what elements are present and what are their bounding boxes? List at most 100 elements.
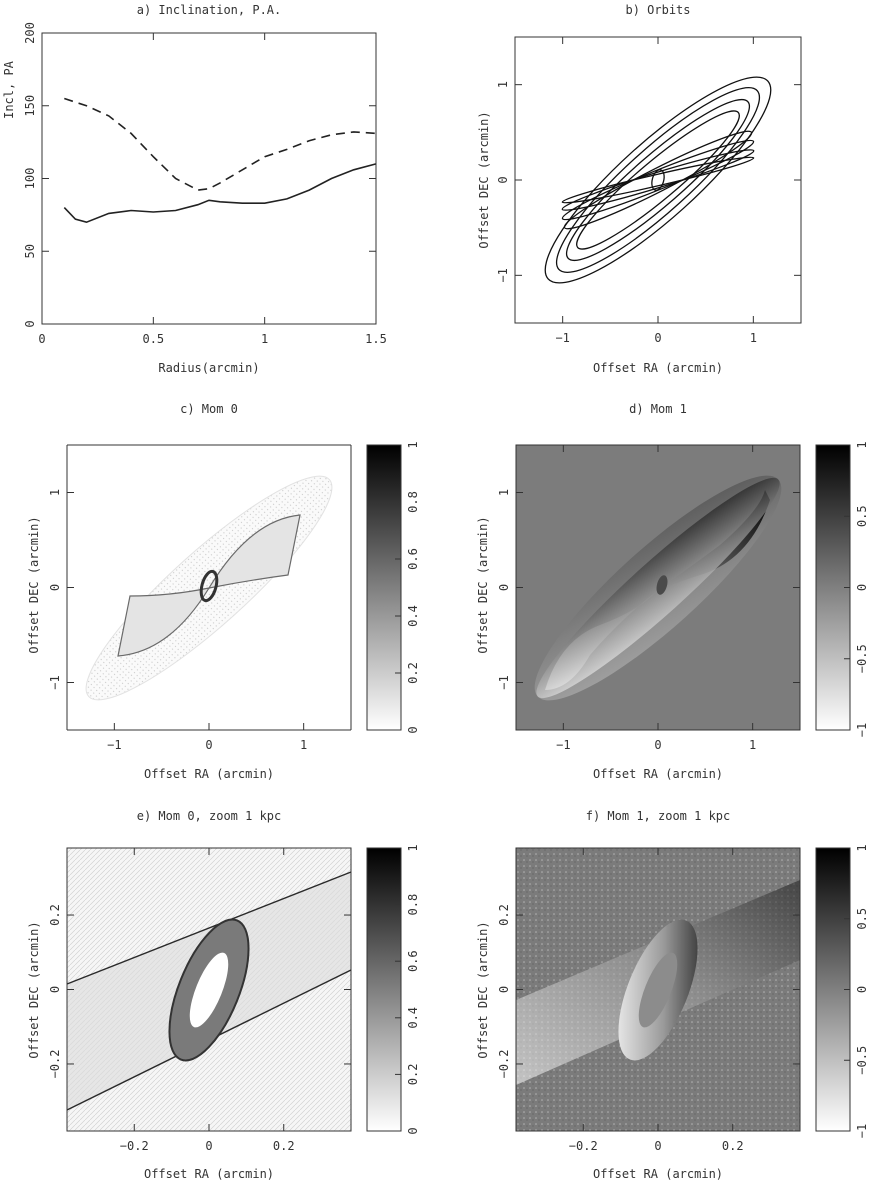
panel-d-ytick-label: −1 xyxy=(497,675,511,689)
panel-c-colorbar-ticks: 0 0.2 0.4 0.6 0.8 1 xyxy=(395,441,420,734)
panel-a-xtick-label: 0 xyxy=(38,332,45,346)
panel-d-ytick-label: 0 xyxy=(497,584,511,591)
panel-d-xtick-label: 1 xyxy=(749,738,756,752)
panel-b-ticks: −1 0 1 −1 0 1 xyxy=(496,37,801,345)
panel-f-colorbar-ticks: −1 −0.5 0 0.5 1 xyxy=(844,844,869,1138)
panel-f-ytick-label: 0.2 xyxy=(497,904,511,926)
panel-e-ylabel: Offset DEC (arcmin) xyxy=(27,921,41,1058)
panel-a-frame xyxy=(41,32,377,325)
panel-b-orbit xyxy=(555,87,761,273)
panel-e-ticks: −0.2 0 0.2 −0.2 0 0.2 xyxy=(48,848,351,1153)
panel-b-ytick-label: 1 xyxy=(496,81,510,88)
panel-c-colorbar xyxy=(366,444,402,731)
panel-a-plot xyxy=(63,97,377,224)
panel-a-xlabel: Radius(arcmin) xyxy=(158,361,259,375)
panel-c-ylabel: Offset DEC (arcmin) xyxy=(27,516,41,653)
panel-a-ytick-label: 150 xyxy=(23,95,37,117)
panel-e-xtick-label: 0 xyxy=(205,1139,212,1153)
panel-e-ytick-label: −0.2 xyxy=(48,1050,62,1079)
panel-b-orbit xyxy=(565,98,751,262)
panel-a-ytick-label: 0 xyxy=(23,320,37,327)
panel-e-colorbar-tick-label: 0.2 xyxy=(406,1064,420,1086)
panel-f-ylabel: Offset DEC (arcmin) xyxy=(476,921,490,1058)
panel-f-colorbar-tick-label: 0 xyxy=(855,986,869,993)
panel-c-colorbar-tick-label: 0 xyxy=(406,726,420,733)
panel-e-colorbar-tick-label: 0.8 xyxy=(406,894,420,916)
panel-c-title: c) Mom 0 xyxy=(180,402,238,416)
panel-a-series-dashed xyxy=(64,97,377,191)
panel-d-xlabel: Offset RA (arcmin) xyxy=(593,767,723,781)
panel-b-orbit xyxy=(561,139,755,221)
panel-f-ring-hole xyxy=(638,952,678,1028)
panel-d-title: d) Mom 1 xyxy=(629,402,687,416)
panel-c-colorbar-tick-label: 0.2 xyxy=(406,662,420,684)
panel-d-map xyxy=(534,475,782,701)
panel-b-plot xyxy=(544,76,772,284)
panel-c-map xyxy=(85,475,333,701)
panel-d-colorbar-ticks: −1 −0.5 0 0.5 1 xyxy=(844,441,869,737)
panel-c-ticks: −1 0 1 −1 0 1 xyxy=(48,445,352,752)
panel-d-colorbar-tick-label: −1 xyxy=(855,723,869,737)
panel-e-bar-edge-upper xyxy=(66,871,352,985)
panel-c: c) Mom 0 −1 0 1 −1 0 1 0 0.2 0.4 0.6 0.8 1 Offset … xyxy=(27,402,420,781)
panel-a-xtick-label: 1 xyxy=(261,332,268,346)
panel-d-ticks: −1 0 1 −1 0 1 xyxy=(497,445,800,752)
panel-e-ring-hole xyxy=(189,952,229,1028)
panel-b-xtick-label: 0 xyxy=(654,331,661,345)
panel-e-map xyxy=(66,871,352,1111)
panel-b-ylabel: Offset DEC (arcmin) xyxy=(477,111,491,248)
panel-b-orbit xyxy=(651,169,665,191)
panel-b: b) Orbits −1 0 1 −1 0 1 Offset RA (arcmin) Of… xyxy=(477,3,802,375)
panel-f-ticks: −0.2 0 0.2 −0.2 0 0.2 xyxy=(497,848,800,1153)
panel-c-colorbar-tick-label: 0.4 xyxy=(406,605,420,627)
panel-c-colorbar-tick-label: 0.8 xyxy=(406,491,420,513)
panel-a-ticks: 0 0.5 1 1.5 0 50 100 150 200 xyxy=(23,22,387,346)
panel-c-bar xyxy=(117,514,301,657)
panel-a-xtick-label: 1.5 xyxy=(365,332,387,346)
panel-b-orbit xyxy=(544,76,772,284)
panel-e-colorbar-tick-label: 0.6 xyxy=(406,950,420,972)
panel-e-xlabel: Offset RA (arcmin) xyxy=(144,1167,274,1181)
panel-a-ytick-label: 100 xyxy=(23,168,37,190)
panel-b-orbit xyxy=(561,156,755,204)
panel-e-colorbar-tick-label: 0.4 xyxy=(406,1007,420,1029)
panel-c-ytick-label: 0 xyxy=(48,584,62,591)
panel-d-ytick-label: 1 xyxy=(497,489,511,496)
panel-c-ytick-label: −1 xyxy=(48,675,62,689)
panel-b-orbit xyxy=(576,110,740,250)
panel-f-map xyxy=(516,880,800,1085)
panel-a-ylabel: Incl, PA xyxy=(2,60,16,119)
panel-e-colorbar-ticks: 0 0.2 0.4 0.6 0.8 1 xyxy=(395,844,420,1135)
panel-f-ytick-label: 0 xyxy=(497,986,511,993)
panel-f-xlabel: Offset RA (arcmin) xyxy=(593,1167,723,1181)
panel-e-colorbar-tick-label: 0 xyxy=(406,1127,420,1134)
panel-c-xlabel: Offset RA (arcmin) xyxy=(144,767,274,781)
panel-d-xtick-label: −1 xyxy=(556,738,570,752)
panel-b-orbit xyxy=(563,130,753,230)
panel-e: e) Mom 0, zoom 1 kpc −0.2 0 0.2−0.200.2 00… xyxy=(27,809,420,1181)
panel-a-series-solid xyxy=(63,163,377,224)
panel-a-ytick-label: 200 xyxy=(23,22,37,44)
panel-f: f) Mom 1, zoom 1 kpc −0.2 0 0.2 −0.2 0 0.2 −1… xyxy=(476,809,869,1181)
panel-c-nuclear-ring xyxy=(199,569,219,603)
panel-c-xtick-label: −1 xyxy=(107,738,121,752)
panel-e-xtick-label: 0.2 xyxy=(273,1139,295,1153)
panel-b-xlabel: Offset RA (arcmin) xyxy=(593,361,723,375)
panel-e-xtick-label: −0.2 xyxy=(120,1139,149,1153)
panel-d-colorbar-tick-label: 1 xyxy=(855,441,869,448)
panel-e-colorbar xyxy=(366,847,402,1132)
panel-c-colorbar-tick-label: 1 xyxy=(406,441,420,448)
panel-e-ytick-label: 0.2 xyxy=(48,904,62,926)
panel-d-nuclear-ring xyxy=(656,575,668,595)
panel-d-colorbar-tick-label: 0.5 xyxy=(855,505,869,527)
panel-a-ytick-label: 50 xyxy=(23,244,37,258)
panel-c-xtick-label: 1 xyxy=(300,738,307,752)
panel-d-xtick-label: 0 xyxy=(654,738,661,752)
panel-a-title: a) Inclination, P.A. xyxy=(137,3,282,17)
panel-f-title: f) Mom 1, zoom 1 kpc xyxy=(586,809,731,823)
panel-f-colorbar-tick-label: −1 xyxy=(855,1124,869,1138)
panel-e-colorbar-tick-label: 1 xyxy=(406,844,420,851)
panel-b-title: b) Orbits xyxy=(625,3,690,17)
panel-b-ytick-label: −1 xyxy=(496,268,510,282)
